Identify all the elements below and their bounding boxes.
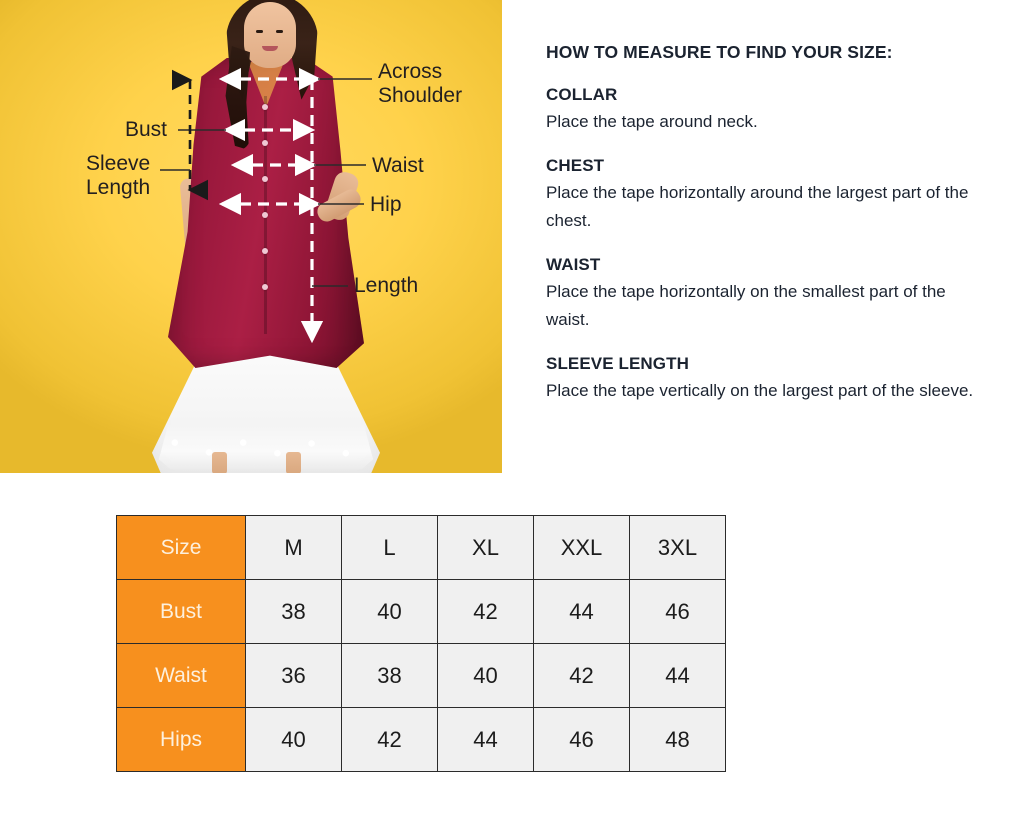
row-header-waist: Waist (116, 643, 246, 708)
cell-hips-l: 42 (341, 707, 438, 772)
cell-waist-l: 38 (341, 643, 438, 708)
instruction-body: Place the tape horizontally around the l… (546, 182, 969, 231)
cell-hips-xl: 44 (437, 707, 534, 772)
table-row: Bust 38 40 42 44 46 (116, 579, 726, 644)
measurement-guides: Across Shoulder Bust Sleeve Length Waist… (0, 0, 502, 473)
label-bust: Bust (125, 118, 168, 141)
instruction-title: COLLAR (546, 85, 618, 104)
cell-waist-xxl: 42 (533, 643, 630, 708)
kurta-button (262, 104, 268, 110)
size-table: Size M L XL XXL 3XL Bust 38 40 42 44 46 … (116, 515, 726, 772)
row-header-bust: Bust (116, 579, 246, 644)
model-legs (208, 452, 318, 473)
cell-hips-m: 40 (245, 707, 342, 772)
how-to-measure-section: HOW TO MEASURE TO FIND YOUR SIZE: COLLAR… (546, 42, 986, 424)
mouth (262, 46, 278, 51)
cell-waist-m: 36 (245, 643, 342, 708)
cell-waist-3xl: 44 (629, 643, 726, 708)
cell-waist-xl: 40 (437, 643, 534, 708)
cell-bust-xl: 42 (437, 579, 534, 644)
measurement-illustration-panel: Across Shoulder Bust Sleeve Length Waist… (0, 0, 502, 473)
leg-left (212, 452, 227, 473)
cell-bust-3xl: 46 (629, 579, 726, 644)
kurta-button (262, 248, 268, 254)
label-waist: Waist (372, 154, 424, 177)
row-header-size: Size (116, 515, 246, 580)
cell-size-m: M (245, 515, 342, 580)
label-across-shoulder: Across Shoulder (378, 60, 463, 107)
cell-hips-xxl: 46 (533, 707, 630, 772)
label-hip: Hip (370, 193, 402, 216)
cell-size-l: L (341, 515, 438, 580)
eye-right (276, 30, 283, 33)
instruction-block-chest: CHEST Place the tape horizontally around… (546, 156, 986, 236)
table-row: Waist 36 38 40 42 44 (116, 643, 726, 708)
instruction-body: Place the tape vertically on the largest… (546, 380, 974, 400)
label-length: Length (354, 274, 419, 297)
cell-size-xxl: XXL (533, 515, 630, 580)
cell-bust-xxl: 44 (533, 579, 630, 644)
cell-bust-l: 40 (341, 579, 438, 644)
instruction-block-sleeve-length: SLEEVE LENGTH Place the tape vertically … (546, 354, 986, 406)
kurta-button (262, 284, 268, 290)
kurta-button (262, 140, 268, 146)
instructions-heading: HOW TO MEASURE TO FIND YOUR SIZE: (546, 42, 893, 62)
kurta-button (262, 176, 268, 182)
cell-size-xl: XL (437, 515, 534, 580)
row-header-hips: Hips (116, 707, 246, 772)
instruction-body: Place the tape around neck. (546, 112, 758, 131)
instruction-title: CHEST (546, 155, 605, 175)
instruction-title: WAIST (546, 254, 601, 274)
table-row: Hips 40 42 44 46 48 (116, 707, 726, 772)
cell-hips-3xl: 48 (629, 707, 726, 772)
size-table-body: Size M L XL XXL 3XL Bust 38 40 42 44 46 … (116, 515, 726, 772)
cell-bust-m: 38 (245, 579, 342, 644)
instruction-block-collar: COLLAR Place the tape around neck. (546, 85, 986, 137)
instruction-block-waist: WAIST Place the tape horizontally on the… (546, 255, 986, 335)
label-sleeve-length: Sleeve Length (86, 152, 151, 199)
cell-size-3xl: 3XL (629, 515, 726, 580)
instruction-body: Place the tape horizontally on the small… (546, 281, 946, 330)
instruction-title: SLEEVE LENGTH (546, 353, 689, 373)
model-head (244, 2, 296, 68)
skirt-lace-trim (158, 425, 374, 469)
leg-right (286, 452, 301, 473)
eye-left (256, 30, 263, 33)
table-row: Size M L XL XXL 3XL (116, 515, 726, 580)
